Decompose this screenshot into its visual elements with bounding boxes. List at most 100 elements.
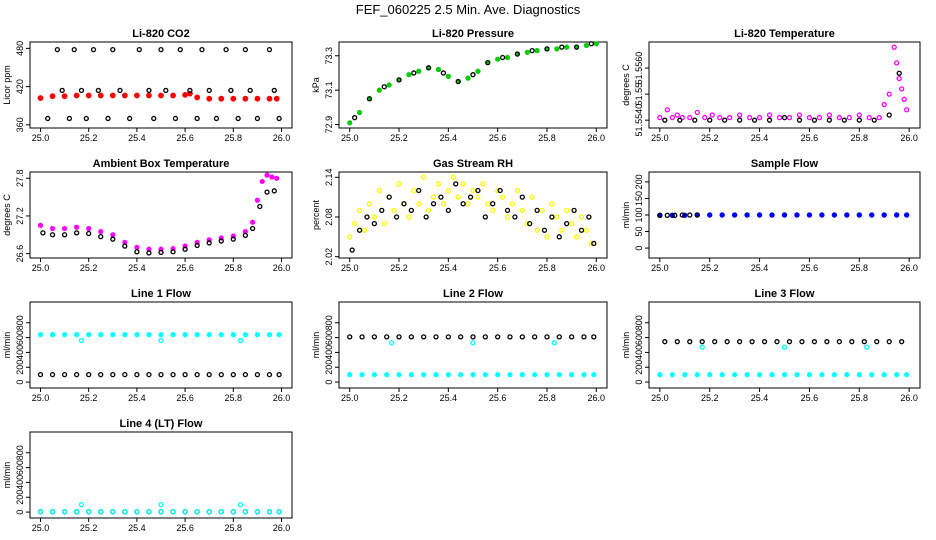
data-point [786,114,793,121]
data-point [158,332,164,338]
data-point [699,339,705,345]
data-point [416,201,422,207]
data-point [581,372,587,378]
data-point [583,42,590,49]
data-point [881,101,887,108]
x-tick-label: 26.0 [900,393,918,403]
data-point [869,372,875,378]
x-tick-label: 25.2 [390,393,408,403]
data-point [122,332,128,338]
data-point [903,212,910,218]
y-tick-label: 360 [15,117,25,132]
data-point [826,112,833,118]
data-point [430,201,437,207]
x-tick-label: 25.6 [176,393,194,403]
data-point [559,227,565,233]
data-point [831,212,838,218]
data-point [271,188,277,194]
y-tick-label: 0 [15,510,25,515]
data-point [249,219,256,225]
data-point [158,92,164,99]
data-point [519,334,525,340]
y-tick-label: 400 [324,345,334,360]
data-point [719,212,725,218]
data-point [98,229,104,235]
data-point [49,372,56,378]
data-point [527,220,533,227]
data-point [406,72,412,78]
x-tick-label: 26.0 [273,393,291,403]
data-point [549,214,555,220]
y-tick-label: 200 [634,174,644,189]
x-tick-label: 25.0 [32,393,50,403]
data-point [756,372,763,378]
data-point [86,509,92,515]
data-point [687,114,693,121]
y-tick-label: 200 [15,490,25,505]
data-point [276,115,282,122]
data-point [74,332,80,338]
y-axis-label: ml/min [2,462,12,489]
x-tick-label: 25.8 [225,263,243,273]
data-point [430,194,437,200]
x-tick-label: 25.8 [225,133,243,143]
data-point [806,114,813,121]
data-point [384,334,390,340]
data-point [408,207,415,214]
data-point [37,509,44,515]
data-point [769,212,775,218]
data-point [556,372,562,378]
data-point [836,339,843,345]
data-point [177,46,183,53]
data-point [110,236,116,242]
data-point [90,46,97,53]
plot-frame [29,41,293,129]
data-point [465,201,471,207]
x-tick-label: 26.0 [273,523,291,533]
data-point [519,207,525,214]
data-point [71,46,77,53]
data-point [73,509,80,515]
data-point [736,112,743,118]
data-point [136,46,142,53]
data-point [781,344,788,350]
data-point [73,230,80,236]
y-tick-label: 27.2 [15,207,25,225]
data-point [593,41,599,47]
data-point [95,87,101,94]
series-line-1-dips [78,337,244,344]
data-point [158,249,164,256]
panel-title: Line 4 (LT) Flow [120,418,203,430]
data-point [127,115,133,122]
data-point [206,372,212,378]
data-point [364,214,370,220]
data-point [61,232,68,238]
x-tick-label: 25.2 [390,133,408,143]
data-point [519,194,525,200]
data-point [254,115,261,122]
data-point [856,372,862,378]
y-axis-label: degrees C [2,194,12,236]
data-point [105,115,111,122]
panel-3: Li-820 Temperature degrees C 25.0 25.2 25.4 2… [621,28,921,143]
series-RH-samples [349,181,597,253]
data-point [507,334,513,340]
data-point [556,234,562,240]
data-point [662,117,668,123]
y-tick-label: 800 [15,445,25,460]
data-point [371,372,377,378]
x-tick-label: 25.4 [440,263,458,273]
data-point [465,75,471,81]
y-axis-label: ml/min [2,332,12,359]
data-point [776,114,783,121]
data-point [490,201,496,207]
data-point [359,334,365,340]
data-point [679,212,685,218]
data-point [514,187,521,194]
data-point [86,225,92,232]
x-tick-label: 25.4 [440,393,458,403]
data-point [386,82,392,88]
data-point [657,114,663,121]
data-point [276,332,282,338]
